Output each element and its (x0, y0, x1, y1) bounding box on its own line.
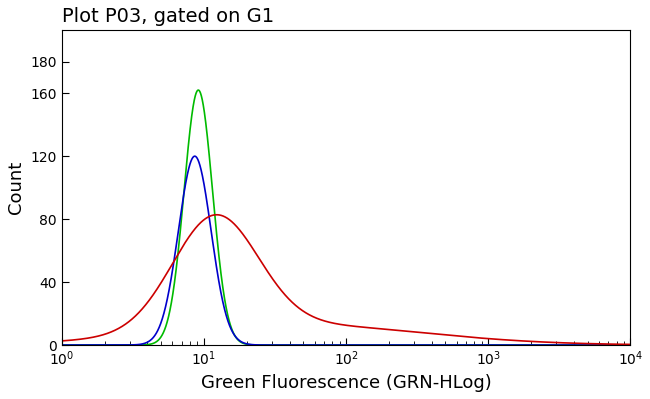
Y-axis label: Count: Count (7, 161, 25, 214)
Text: Plot P03, gated on G1: Plot P03, gated on G1 (62, 7, 274, 26)
X-axis label: Green Fluorescence (GRN-HLog): Green Fluorescence (GRN-HLog) (201, 374, 491, 392)
